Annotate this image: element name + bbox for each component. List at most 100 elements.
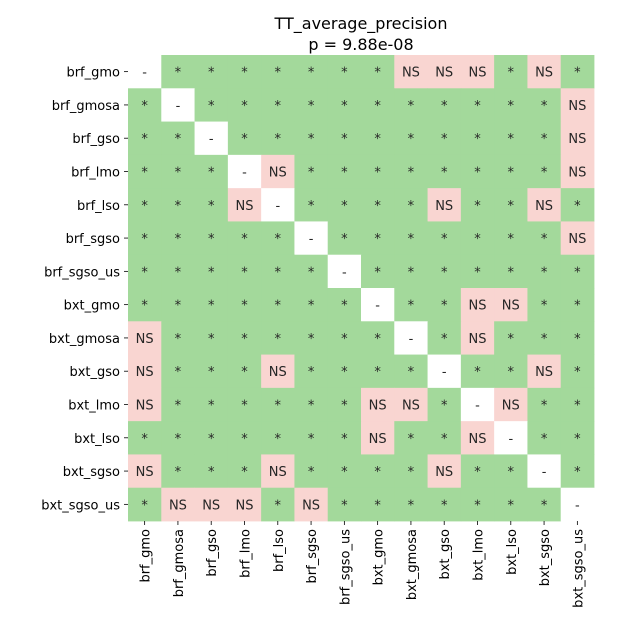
heatmap-cell bbox=[560, 221, 595, 256]
heatmap-cell bbox=[460, 387, 495, 422]
heatmap-cell bbox=[494, 454, 528, 489]
cell-label: * bbox=[441, 299, 448, 314]
cell-label: * bbox=[574, 265, 581, 280]
cell-label: * bbox=[474, 498, 481, 513]
heatmap-cell bbox=[560, 354, 595, 389]
cell-label: * bbox=[141, 166, 148, 181]
heatmap-cell bbox=[394, 55, 428, 89]
x-tick-label: bxt_gso bbox=[438, 529, 453, 580]
heatmap-cell bbox=[527, 387, 562, 422]
y-tick-label: bxt_gmo bbox=[64, 299, 120, 314]
heatmap-cell bbox=[227, 221, 262, 256]
heatmap-cell bbox=[427, 421, 462, 455]
heatmap-cell bbox=[527, 354, 562, 389]
cell-label: * bbox=[541, 332, 548, 347]
heatmap-cell bbox=[327, 387, 362, 422]
heatmap-cell bbox=[194, 55, 229, 89]
cell-label: * bbox=[374, 365, 381, 380]
cell-label: * bbox=[275, 299, 282, 314]
heatmap-cell bbox=[261, 55, 295, 89]
heatmap-cell bbox=[394, 288, 428, 322]
heatmap-cell bbox=[128, 121, 162, 156]
cell-label: * bbox=[474, 132, 481, 147]
cell-label: * bbox=[175, 332, 182, 347]
heatmap-cell bbox=[460, 154, 495, 189]
cell-label: * bbox=[308, 465, 315, 480]
heatmap-cell bbox=[427, 387, 462, 422]
cell-label: * bbox=[241, 399, 248, 414]
heatmap-cell bbox=[294, 154, 329, 189]
cell-label: * bbox=[308, 432, 315, 447]
cell-label: NS bbox=[269, 166, 287, 181]
cell-label: * bbox=[574, 399, 581, 414]
cell-label: * bbox=[441, 432, 448, 447]
cell-label: - bbox=[309, 232, 314, 247]
heatmap-cell bbox=[161, 288, 195, 322]
cell-label: * bbox=[308, 99, 315, 114]
chart-subtitle: p = 9.88e-08 bbox=[308, 35, 413, 54]
cell-label: * bbox=[208, 299, 215, 314]
heatmap-cell bbox=[427, 121, 462, 156]
cell-label: * bbox=[574, 365, 581, 380]
cell-label: - bbox=[142, 66, 147, 81]
cell-label: - bbox=[209, 132, 214, 147]
cell-label: NS bbox=[369, 432, 387, 447]
heatmap-cell bbox=[194, 387, 229, 422]
y-tick-label: bxt_gso bbox=[69, 365, 120, 380]
heatmap-cell bbox=[128, 454, 162, 489]
heatmap-cell bbox=[361, 188, 395, 222]
cell-label: * bbox=[308, 399, 315, 414]
heatmap-cell bbox=[394, 354, 428, 389]
heatmap-cell bbox=[394, 454, 428, 489]
heatmap-cell bbox=[227, 421, 262, 455]
cell-label: * bbox=[341, 99, 348, 114]
heatmap-cell bbox=[194, 454, 229, 489]
heatmap-cell bbox=[361, 121, 395, 156]
cell-label: NS bbox=[369, 399, 387, 414]
cell-label: * bbox=[175, 365, 182, 380]
cell-label: * bbox=[408, 232, 415, 247]
heatmap-cell bbox=[361, 154, 395, 189]
heatmap-cell bbox=[261, 121, 295, 156]
cell-label: NS bbox=[169, 498, 187, 513]
heatmap-cell bbox=[327, 421, 362, 455]
heatmap-cell bbox=[527, 221, 562, 256]
cell-label: * bbox=[241, 332, 248, 347]
heatmap-cell bbox=[460, 421, 495, 455]
cell-label: * bbox=[208, 332, 215, 347]
cell-label: * bbox=[341, 199, 348, 214]
cell-label: * bbox=[408, 465, 415, 480]
heatmap-cell bbox=[227, 321, 262, 355]
cell-label: * bbox=[275, 99, 282, 114]
heatmap-cell bbox=[161, 121, 195, 156]
heatmap-cell bbox=[327, 55, 362, 89]
heatmap-cell bbox=[494, 421, 528, 455]
cell-label: * bbox=[241, 465, 248, 480]
heatmap-cell bbox=[527, 188, 562, 222]
cell-label: * bbox=[374, 232, 381, 247]
cell-label: * bbox=[408, 299, 415, 314]
heatmap-cell bbox=[460, 188, 495, 222]
cell-label: * bbox=[374, 66, 381, 81]
cell-label: NS bbox=[136, 365, 154, 380]
cell-label: - bbox=[409, 332, 414, 347]
cell-label: * bbox=[474, 199, 481, 214]
heatmap-cell bbox=[361, 421, 395, 455]
heatmap-cell bbox=[460, 254, 495, 289]
heatmap-cell bbox=[460, 221, 495, 256]
cell-label: * bbox=[141, 432, 148, 447]
x-tick-label: brf_sgso bbox=[305, 529, 320, 583]
cell-label: - bbox=[275, 199, 280, 214]
cell-label: * bbox=[141, 99, 148, 114]
cell-label: NS bbox=[568, 132, 586, 147]
chart-title: TT_average_precision bbox=[274, 14, 448, 34]
cell-label: * bbox=[541, 132, 548, 147]
heatmap-cell bbox=[161, 354, 195, 389]
cell-label: * bbox=[141, 265, 148, 280]
cell-label: * bbox=[408, 99, 415, 114]
heatmap-cells: - * * * * * * * NS NS NS * NS * * - * * * * * * * * * * * NS * * - * * * *… bbox=[128, 55, 595, 522]
y-tick-label: brf_lso bbox=[77, 199, 120, 214]
heatmap-cell bbox=[194, 121, 229, 156]
heatmap-cell bbox=[361, 254, 395, 289]
heatmap-cell bbox=[294, 387, 329, 422]
